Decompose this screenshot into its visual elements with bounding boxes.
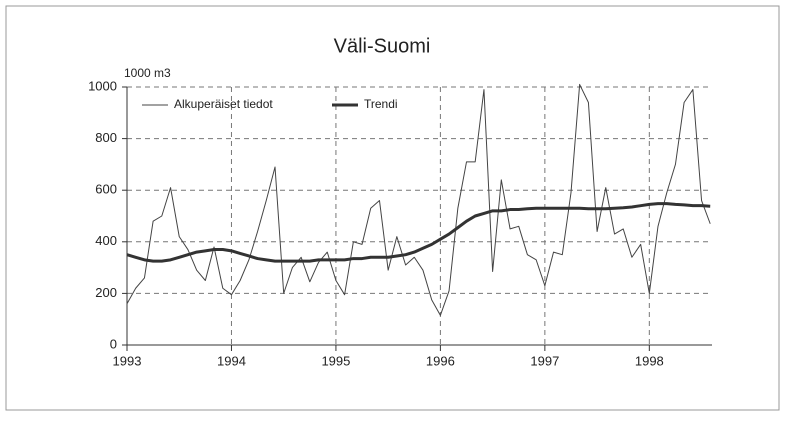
x-tick-label: 1997 <box>530 353 559 368</box>
y-tick-label: 800 <box>95 130 117 145</box>
x-tick-label: 1998 <box>635 353 664 368</box>
x-tick-label: 1993 <box>113 353 142 368</box>
y-tick-label: 200 <box>95 285 117 300</box>
y-tick-label: 600 <box>95 182 117 197</box>
y-tick-label: 0 <box>110 336 117 351</box>
x-tick-label: 1995 <box>321 353 350 368</box>
series-line <box>126 83 711 316</box>
y-axis-label: 1000 m3 <box>124 66 171 80</box>
x-tick-label: 1994 <box>217 353 246 368</box>
y-tick-label: 1000 <box>88 78 117 93</box>
frame <box>5 5 780 411</box>
legend-label: Trendi <box>364 97 398 111</box>
y-tick-label: 400 <box>95 233 117 248</box>
chart-title: Väli-Suomi <box>334 35 431 57</box>
legend-label: Alkuperäiset tiedot <box>174 97 273 111</box>
x-tick-label: 1996 <box>426 353 455 368</box>
series-line <box>126 202 711 263</box>
